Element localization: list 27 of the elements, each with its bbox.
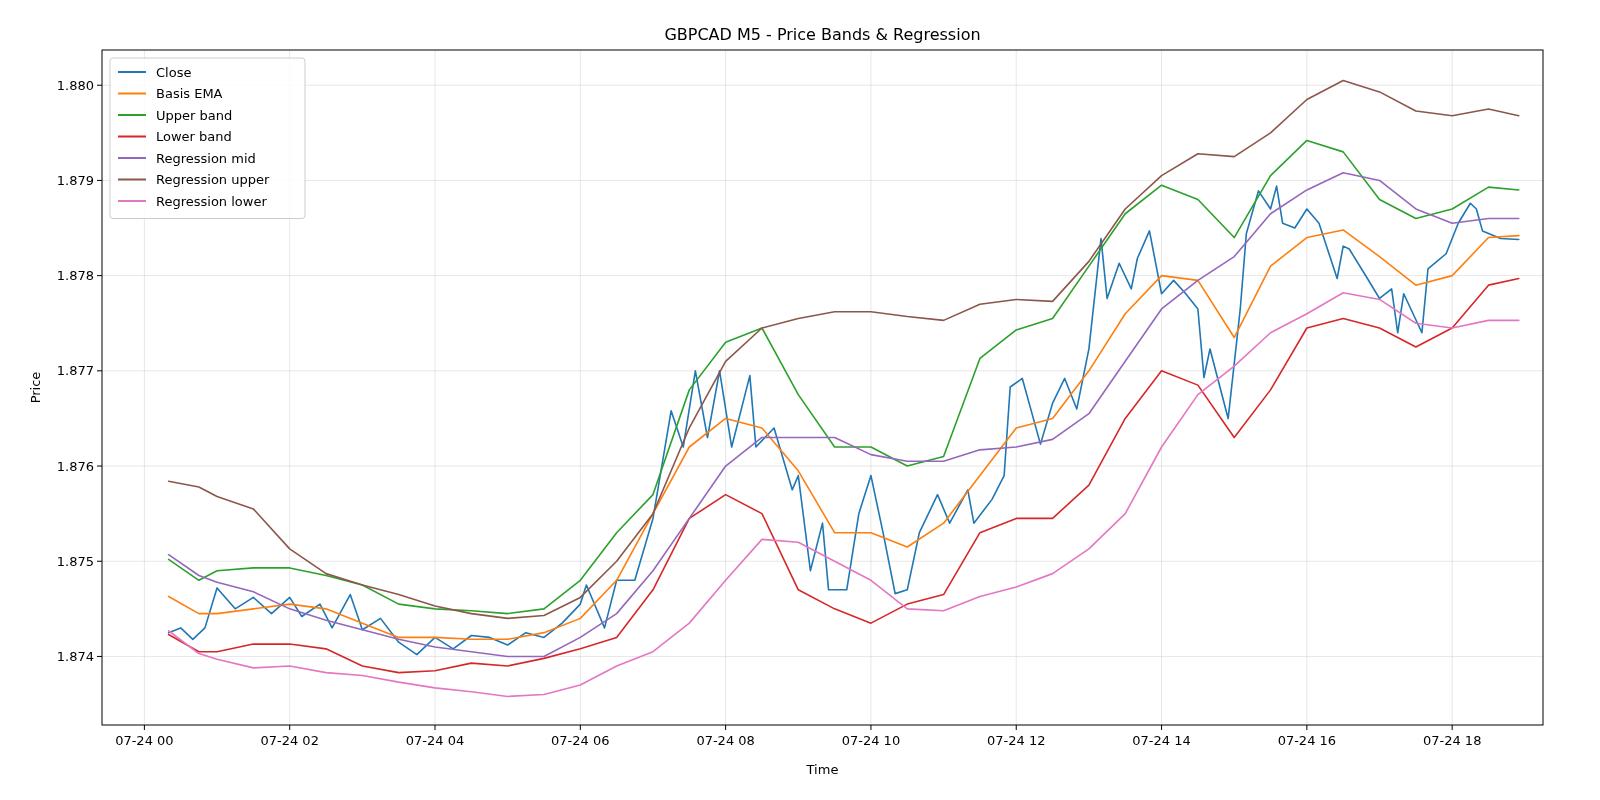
y-tick-label: 1.875 — [56, 553, 94, 569]
x-tick-label: 07-24 16 — [1277, 733, 1337, 748]
legend-label: Basis EMA — [156, 86, 223, 102]
y-tick-label: 1.880 — [56, 77, 94, 93]
y-tick-label: 1.874 — [56, 649, 94, 664]
x-tick-label: 07-24 18 — [1422, 733, 1482, 748]
x-tick-label: 07-24 00 — [115, 733, 174, 748]
legend-label: Upper band — [156, 107, 233, 123]
y-tick-label: 1.878 — [56, 268, 94, 284]
legend-label: Close — [156, 64, 192, 80]
x-tick-label: 07-24 06 — [551, 733, 610, 748]
x-tick-label: 07-24 10 — [841, 733, 901, 748]
x-tick-label: 07-24 08 — [696, 733, 755, 748]
x-tick-label: 07-24 02 — [260, 733, 319, 748]
legend-label: Regression upper — [156, 172, 270, 188]
y-tick-label: 1.876 — [56, 458, 94, 474]
y-tick-label: 1.877 — [56, 363, 94, 379]
x-tick-label: 07-24 14 — [1132, 733, 1191, 748]
legend-label: Lower band — [156, 129, 232, 145]
y-tick-label: 1.879 — [56, 172, 94, 188]
y-axis-title: Price — [28, 371, 43, 404]
legend-label: Regression lower — [156, 193, 268, 209]
x-tick-label: 07-24 04 — [405, 733, 465, 748]
chart-title: GBPCAD M5 - Price Bands & Regression — [664, 25, 981, 44]
x-axis-title: Time — [805, 762, 839, 777]
legend-label: Regression mid — [156, 150, 256, 166]
x-tick-label: 07-24 12 — [987, 733, 1046, 748]
